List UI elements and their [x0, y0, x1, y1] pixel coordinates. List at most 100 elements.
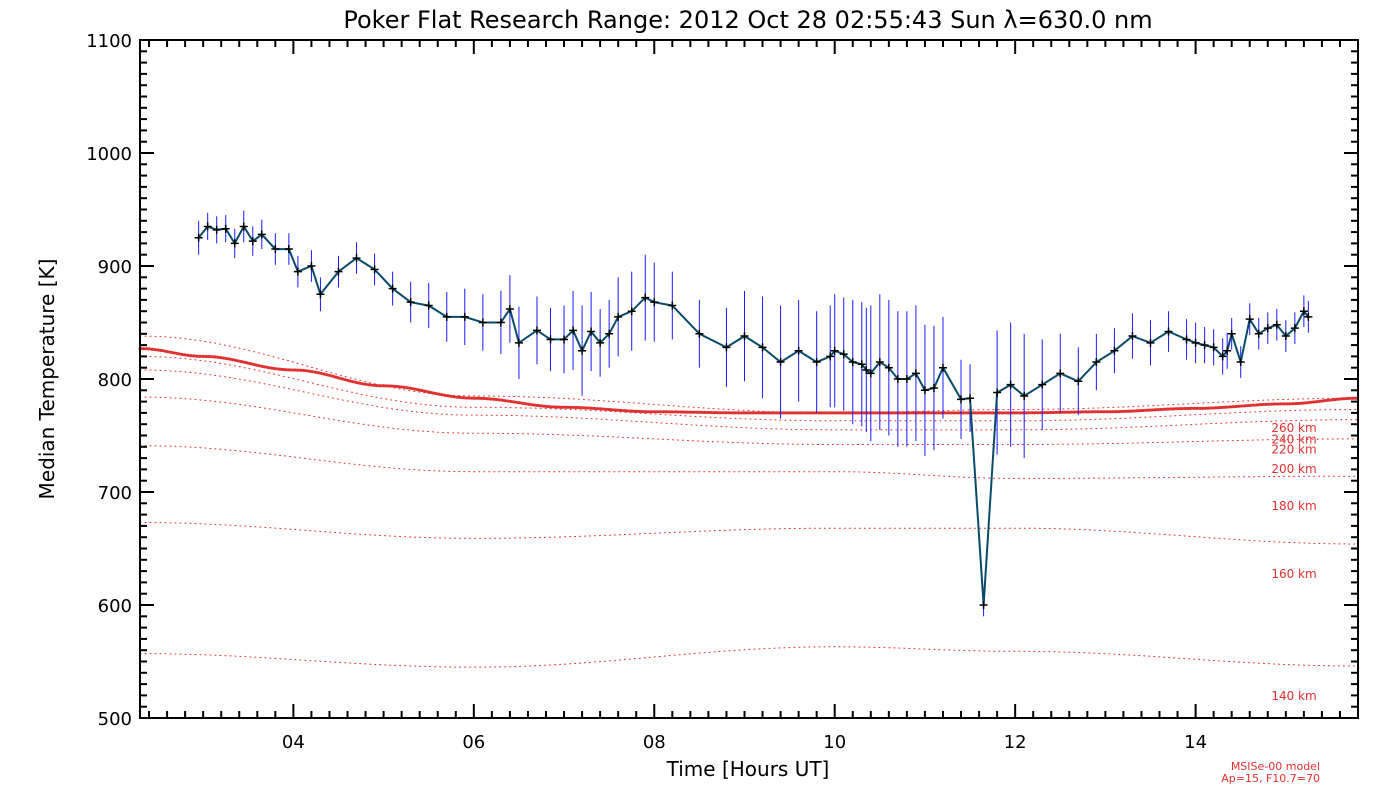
data-point — [460, 312, 469, 321]
model-note-name: MSISe-00 model — [1231, 760, 1320, 773]
altitude-label: 160 km — [1271, 567, 1316, 581]
temperature-series — [197, 224, 1310, 606]
data-markers — [194, 222, 1313, 609]
data-point — [1304, 312, 1313, 321]
data-point — [1209, 343, 1218, 352]
data-point — [424, 301, 433, 310]
data-point — [1056, 369, 1065, 378]
data-point — [1006, 380, 1015, 389]
data-point — [532, 326, 541, 335]
data-point — [442, 312, 451, 321]
x-axis-label: Time [Hours UT] — [666, 757, 830, 781]
data-point — [893, 375, 902, 383]
data-point — [1020, 391, 1029, 400]
y-tick-label: 900 — [98, 257, 132, 278]
model-curve — [139, 445, 1359, 479]
x-tick-labels: 04 06 08 10 12 14 — [282, 732, 1207, 753]
data-point — [352, 254, 361, 263]
data-point — [627, 307, 636, 316]
data-point — [911, 369, 920, 378]
data-point — [496, 318, 505, 327]
model-curve — [139, 355, 1359, 422]
model-curves — [138, 335, 1360, 668]
chart-title: Poker Flat Research Range: 2012 Oct 28 0… — [343, 6, 1152, 34]
data-point — [641, 293, 650, 302]
data-point — [812, 358, 821, 367]
x-tick-label: 14 — [1184, 732, 1207, 753]
model-curve-exospheric — [138, 347, 1360, 415]
y-tick-label: 600 — [98, 596, 132, 617]
data-point — [875, 358, 884, 367]
data-point — [1191, 338, 1200, 347]
data-point — [866, 369, 875, 378]
data-point — [194, 233, 203, 242]
data-point — [406, 298, 415, 307]
data-point — [587, 327, 596, 336]
data-point — [1164, 327, 1173, 336]
data-point — [203, 222, 212, 231]
model-curve — [139, 369, 1359, 431]
data-point — [478, 318, 487, 327]
altitude-label: 140 km — [1271, 689, 1316, 703]
plot-frame — [139, 39, 1359, 719]
data-point — [902, 375, 911, 383]
y-tick-label: 1100 — [86, 31, 132, 52]
data-point — [1110, 346, 1119, 355]
data-point — [794, 346, 803, 355]
altitude-label: 240 km — [1271, 433, 1316, 447]
y-tick-label: 800 — [98, 370, 132, 391]
model-curve — [139, 396, 1359, 445]
data-point — [1223, 346, 1232, 355]
y-tick-label: 700 — [98, 483, 132, 504]
data-point — [596, 338, 605, 347]
altitude-label: 220 km — [1271, 443, 1316, 457]
data-point — [293, 267, 302, 276]
x-tick-label: 06 — [462, 732, 485, 753]
data-point — [1227, 329, 1236, 338]
data-point — [920, 386, 929, 395]
data-point — [1245, 315, 1254, 324]
y-tick-label: 1000 — [86, 144, 132, 165]
data-point — [1074, 377, 1083, 386]
data-point — [230, 239, 239, 248]
data-point — [560, 335, 569, 344]
model-curve — [139, 335, 1359, 414]
y-tick-labels: 500 600 700 800 900 1000 1100 — [86, 31, 132, 730]
altitude-label: 180 km — [1271, 499, 1316, 513]
data-point — [1128, 332, 1137, 341]
data-point — [257, 230, 266, 239]
data-point — [514, 338, 523, 347]
x-tick-label: 12 — [1004, 732, 1027, 753]
data-point — [758, 343, 767, 352]
data-point — [1263, 324, 1272, 333]
data-point — [884, 363, 893, 372]
data-point — [826, 352, 835, 361]
altitude-label: 200 km — [1271, 462, 1316, 476]
data-point — [239, 222, 248, 231]
data-point — [993, 388, 1002, 397]
model-curve — [139, 522, 1359, 545]
data-point — [839, 350, 848, 359]
x-tick-label: 08 — [643, 732, 666, 753]
x-tick-label: 04 — [282, 732, 305, 753]
data-point — [776, 358, 785, 367]
data-point — [1299, 307, 1308, 316]
data-point — [1281, 332, 1290, 341]
data-point — [830, 346, 839, 355]
data-point — [605, 329, 614, 338]
data-point — [1038, 380, 1047, 389]
y-axis-label: Median Temperature [K] — [35, 259, 59, 500]
temperature-line — [197, 224, 1310, 606]
data-point — [650, 298, 659, 307]
data-point — [388, 284, 397, 293]
data-point — [546, 335, 555, 344]
data-point — [248, 237, 257, 246]
data-point — [271, 245, 280, 254]
data-point — [1218, 352, 1227, 361]
data-point — [740, 332, 749, 341]
data-point — [212, 225, 221, 234]
data-point — [569, 326, 578, 335]
data-point — [1092, 358, 1101, 367]
data-point — [722, 343, 731, 352]
